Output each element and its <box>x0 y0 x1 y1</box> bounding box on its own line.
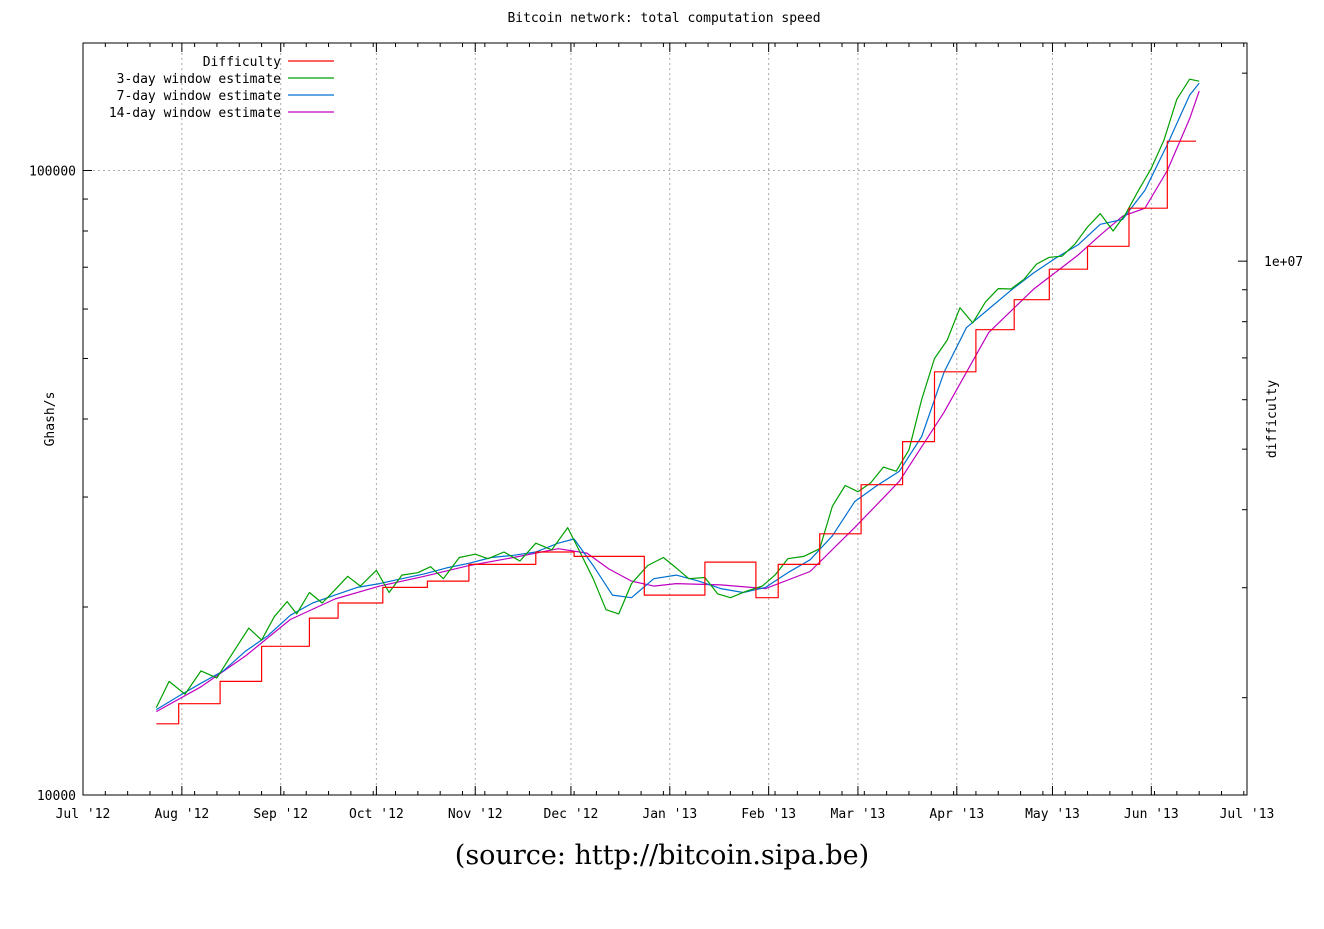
legend-label-7-day-window-estimate: 7-day window estimate <box>117 89 282 104</box>
x-tick-label: Jun '13 <box>1124 807 1179 822</box>
x-tick-label: Mar '13 <box>831 807 886 822</box>
x-tick-labels: Jul '12 Aug '12 Sep '12 Oct '12 Nov '12 Dec '… <box>56 807 1275 822</box>
x-tick-label: Aug '12 <box>154 807 209 822</box>
x-tick-label: Sep '12 <box>253 807 308 822</box>
y-tick-label: 100000 <box>29 164 76 179</box>
source-caption: (source: http://bitcoin.sipa.be) <box>454 840 870 871</box>
x-tick-label: Jan '13 <box>642 807 697 822</box>
x-tick-label: Feb '13 <box>741 807 796 822</box>
series-line-3-day-window-estimate <box>155 78 1200 708</box>
x-tick-label: Jul '13 <box>1220 807 1275 822</box>
y2-tick-labels: 1e+07 <box>1238 72 1303 699</box>
y-tick-labels: 10000 100000 <box>29 164 76 804</box>
x-tick-label: Oct '12 <box>349 807 404 822</box>
legend-label-14-day-window-estimate: 14-day window estimate <box>109 106 281 121</box>
legend: Difficulty 3-day window estimate 7-day win… <box>109 55 334 121</box>
x-tick-label: May '13 <box>1025 807 1080 822</box>
legend-label-difficulty: Difficulty <box>203 55 281 70</box>
x-tick-label: Nov '12 <box>448 807 503 822</box>
series-line-difficulty <box>156 140 1196 725</box>
x-tick-label: Jul '12 <box>56 807 111 822</box>
chart-title: Bitcoin network: total computation speed <box>507 11 820 26</box>
legend-label-3-day-window-estimate: 3-day window estimate <box>117 72 282 87</box>
y2-tick-label: 1e+07 <box>1264 255 1303 270</box>
series-lines <box>155 78 1200 725</box>
y-grid <box>83 169 1247 796</box>
y-axis-label: Ghash/s <box>43 392 58 447</box>
x-grid <box>82 43 1248 795</box>
y-tick-label: 10000 <box>37 789 76 804</box>
y2-axis-label: difficulty <box>1265 380 1280 458</box>
plot-frame <box>82 42 1248 796</box>
series-line-14-day-window-estimate <box>156 90 1200 713</box>
series-line-7-day-window-estimate <box>155 82 1200 711</box>
x-tick-label: Dec '12 <box>544 807 599 822</box>
x-tick-label: Apr '13 <box>929 807 984 822</box>
